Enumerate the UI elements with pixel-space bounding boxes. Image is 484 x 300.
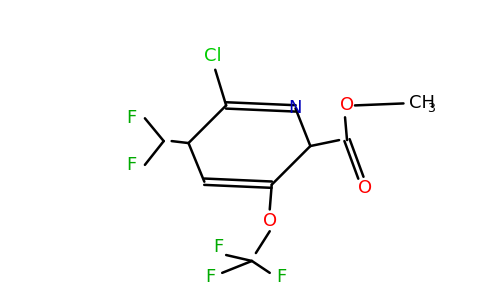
Text: O: O — [358, 178, 372, 196]
Text: N: N — [289, 99, 302, 117]
Text: F: F — [205, 268, 215, 286]
Text: CH: CH — [409, 94, 436, 112]
Text: F: F — [126, 156, 136, 174]
Text: F: F — [126, 109, 136, 127]
Text: 3: 3 — [427, 102, 435, 115]
Text: O: O — [340, 96, 354, 114]
Text: Cl: Cl — [204, 47, 222, 65]
Text: F: F — [276, 268, 287, 286]
Text: O: O — [263, 212, 277, 230]
Text: F: F — [213, 238, 223, 256]
